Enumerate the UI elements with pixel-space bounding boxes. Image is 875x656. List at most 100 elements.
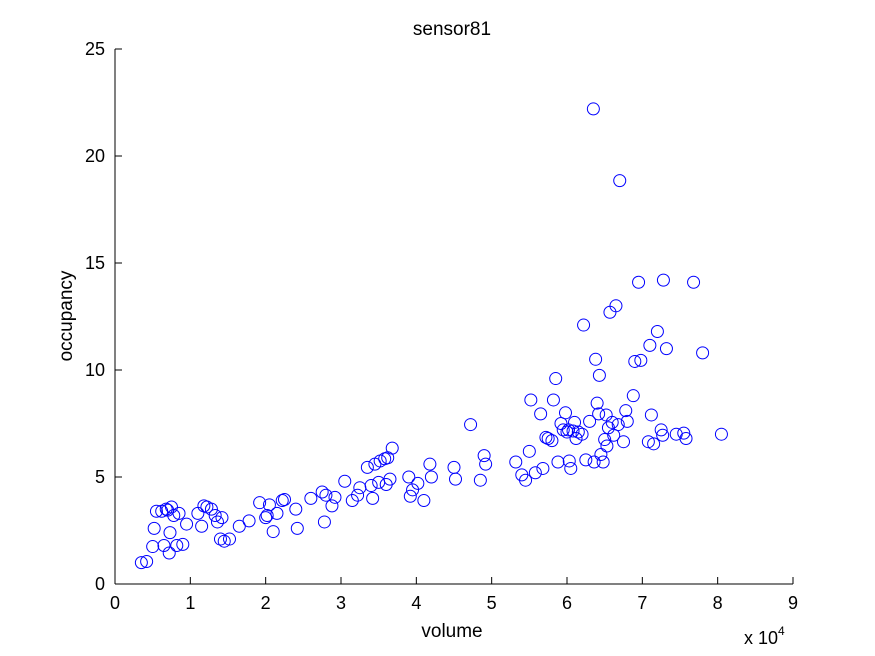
- data-point: [366, 491, 380, 505]
- data-point: [213, 532, 227, 546]
- data-point: [191, 506, 205, 520]
- data-point: [464, 418, 478, 432]
- data-point: [473, 473, 487, 487]
- data-point: [599, 408, 613, 422]
- data-point: [577, 318, 591, 332]
- data-point: [644, 408, 658, 422]
- data-point: [554, 417, 568, 430]
- data-point: [290, 521, 304, 535]
- data-point: [714, 427, 728, 441]
- data-point: [677, 426, 691, 440]
- data-point: [558, 406, 572, 420]
- data-point: [596, 455, 610, 469]
- data-point: [317, 515, 331, 529]
- data-point: [679, 431, 693, 445]
- data-point: [611, 418, 625, 432]
- data-point: [687, 275, 701, 289]
- y-tick-label: 10: [85, 360, 105, 380]
- data-point: [656, 428, 670, 442]
- data-point: [217, 534, 231, 548]
- data-point: [519, 473, 533, 487]
- data-point: [417, 494, 431, 508]
- data-point: [659, 342, 673, 356]
- data-point: [564, 461, 578, 475]
- data-point: [626, 389, 640, 403]
- data-points: [134, 102, 728, 570]
- x-tick-label: 9: [788, 593, 798, 613]
- data-point: [423, 457, 437, 471]
- data-point: [180, 517, 194, 531]
- data-point: [541, 431, 555, 445]
- data-point: [620, 414, 634, 428]
- data-point: [696, 346, 710, 360]
- data-point: [360, 460, 374, 474]
- data-point: [134, 556, 148, 570]
- data-point: [515, 468, 529, 482]
- chart-title: sensor81: [413, 19, 491, 40]
- data-point: [598, 433, 612, 447]
- x-axis-multiplier-base: x 10: [744, 628, 778, 648]
- data-point: [609, 299, 623, 313]
- data-point: [149, 504, 163, 518]
- data-point: [402, 470, 416, 484]
- data-point: [556, 423, 570, 437]
- data-point: [560, 425, 574, 439]
- data-point: [328, 490, 342, 504]
- data-point: [605, 415, 619, 429]
- x-axis-multiplier-exponent: 4: [778, 624, 785, 638]
- data-point: [351, 488, 365, 502]
- data-point: [204, 502, 218, 516]
- data-point: [379, 477, 393, 491]
- data-point: [634, 353, 648, 367]
- data-point: [353, 481, 367, 495]
- x-tick-label: 2: [261, 593, 271, 613]
- data-point: [549, 372, 563, 386]
- data-point: [524, 393, 538, 407]
- data-point: [278, 492, 291, 506]
- data-point: [319, 488, 333, 502]
- x-tick-label: 0: [110, 593, 120, 613]
- data-point: [170, 538, 184, 552]
- data-point: [162, 546, 176, 560]
- x-tick-label: 3: [336, 593, 346, 613]
- data-point: [583, 414, 597, 428]
- data-point: [643, 338, 657, 352]
- data-point: [289, 502, 303, 516]
- plot-frame: [114, 49, 793, 585]
- data-point: [232, 519, 246, 533]
- data-point: [571, 425, 585, 439]
- data-point: [654, 423, 668, 437]
- x-tick-label: 6: [562, 593, 572, 613]
- data-point: [242, 514, 256, 528]
- data-point: [167, 509, 181, 523]
- data-point: [146, 540, 160, 554]
- x-tick-label: 5: [487, 593, 497, 613]
- data-point: [449, 472, 463, 486]
- data-point: [259, 511, 273, 525]
- data-point: [586, 102, 600, 116]
- data-point: [575, 427, 589, 441]
- data-point: [424, 470, 438, 484]
- data-point: [383, 472, 397, 486]
- data-point: [315, 485, 329, 499]
- data-point: [592, 368, 606, 382]
- data-point: [647, 437, 661, 451]
- x-axis-multiplier: x 104: [744, 624, 785, 648]
- data-point: [613, 174, 627, 188]
- data-point: [157, 538, 171, 552]
- data-point: [479, 457, 493, 471]
- x-tick-label: 8: [713, 593, 723, 613]
- data-point: [546, 393, 560, 407]
- data-point: [477, 449, 491, 463]
- data-point: [587, 455, 601, 469]
- data-point: [270, 506, 284, 520]
- data-point: [165, 500, 178, 514]
- y-tick-label: 15: [85, 253, 105, 273]
- data-point: [403, 489, 417, 503]
- y-axis-label: occupancy: [56, 270, 77, 361]
- data-point: [147, 521, 161, 535]
- x-axis-label: volume: [421, 621, 482, 642]
- data-point: [619, 404, 633, 418]
- data-point: [385, 441, 399, 455]
